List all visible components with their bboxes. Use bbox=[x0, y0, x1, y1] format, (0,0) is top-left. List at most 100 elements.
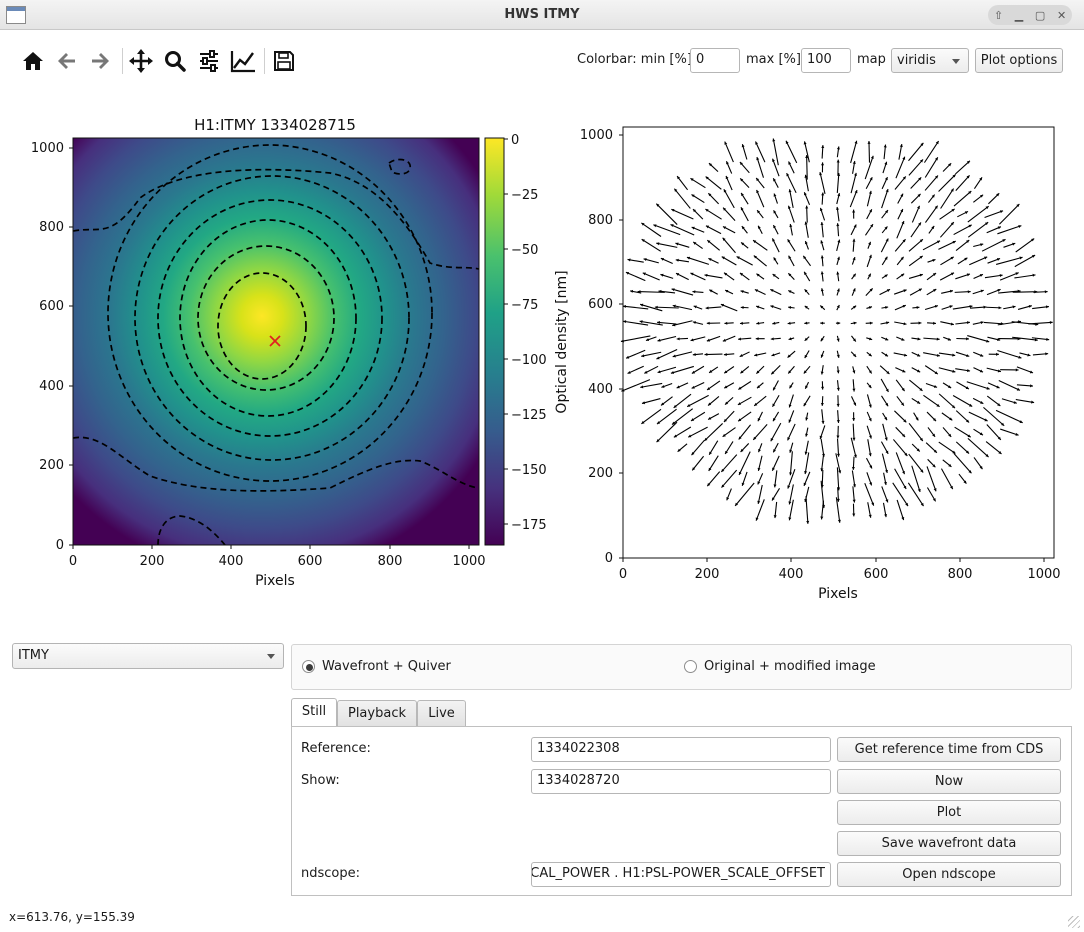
quiver-arrow bbox=[998, 203, 1020, 225]
quiver-arrow bbox=[955, 441, 970, 454]
plot-options-button[interactable]: Plot options bbox=[975, 48, 1063, 73]
quiver-arrow-head bbox=[837, 193, 841, 197]
quiver-arrow-head bbox=[919, 239, 923, 243]
quiver-arrow bbox=[955, 410, 970, 423]
quiver-arrow-head bbox=[819, 207, 823, 212]
quiver-arrow-head bbox=[805, 205, 809, 209]
quiver-arrow-head bbox=[836, 403, 840, 407]
quiver-arrow-head bbox=[677, 448, 681, 452]
show-input[interactable]: 1334028720 bbox=[531, 769, 831, 794]
quiver-arrow-head bbox=[997, 436, 1001, 440]
window-minimize-icon[interactable]: ▁ bbox=[1014, 8, 1024, 22]
window-close-icon[interactable]: ✕ bbox=[1056, 8, 1067, 22]
subplot-config-icon[interactable] bbox=[193, 44, 225, 78]
quiver-arrow bbox=[938, 367, 956, 373]
window-maximize-icon[interactable]: ▢ bbox=[1034, 8, 1046, 22]
colorbar-ticks: 0 −25 −50 −75 −100 −125 −150 −175 bbox=[504, 133, 547, 533]
quiver-arrow-head bbox=[885, 403, 889, 407]
window-controls: ⇧ ▁ ▢ ✕ bbox=[988, 5, 1072, 25]
quiver-arrow bbox=[639, 320, 663, 326]
quiver-arrow-head bbox=[641, 239, 645, 243]
quiver-arrow bbox=[911, 205, 921, 223]
tick-label: 0 bbox=[56, 538, 64, 553]
zoom-magnifier-icon[interactable] bbox=[159, 44, 191, 78]
quiver-arrow-head bbox=[656, 242, 660, 246]
quiver-arrow-head bbox=[915, 417, 919, 421]
quiver-arrow-head bbox=[952, 369, 956, 373]
quiver-arrow-head bbox=[820, 338, 824, 342]
quiver-arrow-head bbox=[1019, 256, 1023, 260]
heatmap-x-ticks: 0 200 400 600 800 1000 bbox=[69, 545, 486, 569]
colormap-select[interactable]: viridis bbox=[891, 48, 969, 73]
ndscope-channels-input[interactable]: HERICAL_POWER . H1:PSL-POWER_SCALE_OFFSE… bbox=[531, 862, 831, 887]
tab-live[interactable]: Live bbox=[417, 700, 466, 726]
now-button[interactable]: Now bbox=[837, 769, 1061, 794]
quiver-arrow-head bbox=[657, 370, 661, 374]
quiver-arrow bbox=[671, 288, 694, 296]
quiver-arrow-head bbox=[821, 453, 826, 457]
edit-axes-curve-icon[interactable] bbox=[227, 44, 259, 78]
quiver-arrow-head bbox=[639, 320, 643, 324]
quiver-arrow bbox=[995, 409, 1023, 424]
window-titlebar bbox=[0, 0, 1084, 30]
get-reference-time-button[interactable]: Get reference time from CDS bbox=[837, 737, 1061, 762]
quiver-arrow-head bbox=[964, 257, 968, 261]
optic-select[interactable]: ITMY bbox=[12, 643, 284, 669]
colorbar-max-input[interactable]: 100 bbox=[801, 48, 851, 73]
quiver-arrow-head bbox=[837, 239, 841, 243]
quiver-arrow-head bbox=[916, 448, 920, 452]
quiver-arrow-head bbox=[804, 471, 808, 475]
quiver-arrow-head bbox=[724, 370, 728, 374]
reference-input[interactable]: 1334022308 bbox=[531, 737, 831, 762]
radio-wavefront-quiver-label[interactable]: Wavefront + Quiver bbox=[322, 659, 451, 674]
save-floppy-icon[interactable] bbox=[268, 44, 300, 78]
quiver-arrow-head bbox=[868, 418, 872, 422]
quiver-arrow-head bbox=[964, 211, 969, 215]
pan-move-icon[interactable] bbox=[125, 44, 157, 78]
save-wavefront-data-button[interactable]: Save wavefront data bbox=[837, 831, 1061, 856]
quiver-arrow-head bbox=[673, 404, 677, 408]
ndscope-channels-text: HERICAL_POWER . H1:PSL-POWER_SCALE_OFFSE… bbox=[531, 866, 825, 881]
quiver-arrow bbox=[654, 306, 679, 309]
open-ndscope-button[interactable]: Open ndscope bbox=[837, 862, 1061, 887]
resize-grip-icon[interactable] bbox=[1068, 916, 1080, 928]
quiver-arrow bbox=[924, 157, 939, 178]
tab-still[interactable]: Still bbox=[291, 698, 337, 727]
radio-wavefront-quiver[interactable] bbox=[302, 660, 315, 673]
quiver-arrow-head bbox=[754, 402, 758, 406]
window-keep-above-icon[interactable]: ⇧ bbox=[993, 8, 1004, 22]
quiver-arrow-head bbox=[853, 402, 857, 406]
quiver-arrow-head bbox=[741, 226, 745, 230]
home-icon[interactable] bbox=[17, 44, 49, 78]
quiver-arrow-head bbox=[984, 418, 988, 422]
quiver-arrow-head bbox=[902, 369, 906, 373]
quiver-arrow-head bbox=[788, 255, 792, 259]
quiver-arrow-head bbox=[741, 482, 745, 486]
quiver-arrow-head bbox=[755, 517, 759, 521]
quiver-arrow bbox=[938, 441, 956, 454]
quiver-arrow-head bbox=[997, 338, 1001, 342]
quiver-arrow-head bbox=[804, 354, 808, 359]
quiver-arrow bbox=[922, 240, 941, 251]
quiver-arrow-head bbox=[739, 161, 743, 166]
quiver-arrow-head bbox=[886, 321, 890, 325]
radio-original-modified-label[interactable]: Original + modified image bbox=[704, 659, 876, 674]
quiver-arrow-head bbox=[772, 238, 776, 242]
quiver-arrow-head bbox=[966, 273, 970, 277]
radio-original-modified[interactable] bbox=[684, 660, 697, 673]
back-arrow-icon[interactable] bbox=[51, 44, 83, 78]
quiver-arrow-head bbox=[803, 482, 807, 486]
quiver-arrow-head bbox=[708, 416, 712, 420]
quiver-arrow bbox=[622, 305, 649, 310]
quiver-arrow-head bbox=[786, 173, 790, 177]
colorbar-min-input[interactable]: 0 bbox=[690, 48, 740, 73]
forward-arrow-icon[interactable] bbox=[84, 44, 116, 78]
plot-button[interactable]: Plot bbox=[837, 800, 1061, 825]
colorbar-max-label: max [%] bbox=[746, 52, 801, 67]
tab-playback[interactable]: Playback bbox=[337, 700, 417, 726]
quiver-arrow-head bbox=[868, 306, 872, 310]
quiver-arrow-head bbox=[708, 258, 712, 262]
quiver-arrow bbox=[938, 240, 956, 250]
quiver-arrow-head bbox=[869, 337, 873, 341]
tick-label: 200 bbox=[140, 554, 165, 569]
